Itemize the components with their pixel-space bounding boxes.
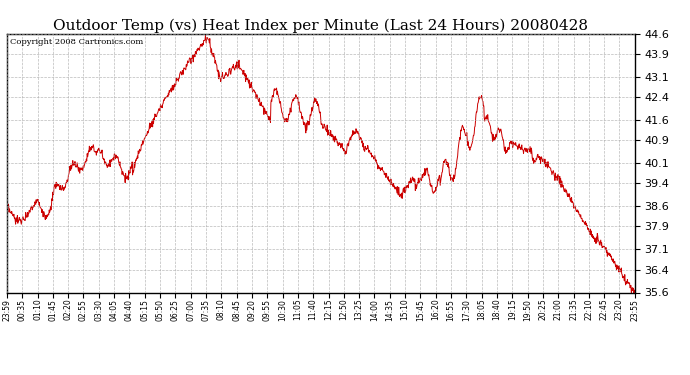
Text: Copyright 2008 Cartronics.com: Copyright 2008 Cartronics.com <box>10 38 144 46</box>
Title: Outdoor Temp (vs) Heat Index per Minute (Last 24 Hours) 20080428: Outdoor Temp (vs) Heat Index per Minute … <box>53 18 589 33</box>
